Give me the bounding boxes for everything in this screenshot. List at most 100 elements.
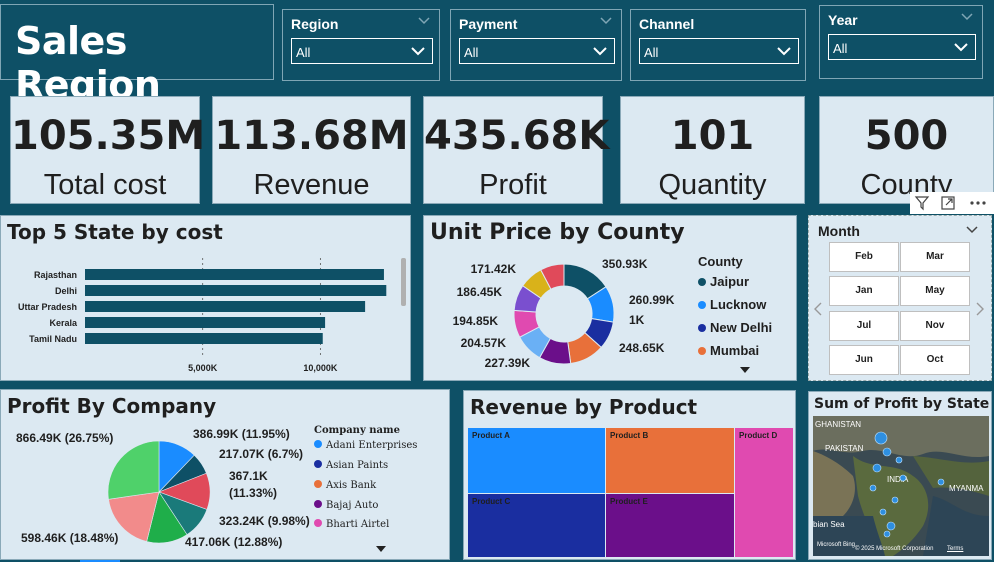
kpi-total-cost: 105.35M Total cost xyxy=(10,96,206,204)
legend-item[interactable]: Bajaj Auto xyxy=(314,500,378,511)
map-label: PAKISTAN xyxy=(825,444,864,453)
payment-select[interactable]: All xyxy=(459,38,615,64)
legend-item[interactable]: Adani Enterprises xyxy=(314,440,417,451)
map-copyright: © 2025 Microsoft Corporation xyxy=(855,546,934,552)
kpi-value: 101 xyxy=(670,113,755,159)
map-panel: Sum of Profit by State GHANISTAN PAKISTA… xyxy=(808,391,992,560)
filter-label: Region xyxy=(291,16,339,32)
chevron-down-icon xyxy=(954,43,968,52)
data-label: 417.06K (12.88%) xyxy=(185,535,282,549)
month-button[interactable]: Jan xyxy=(829,276,899,306)
page-title: Sales Region xyxy=(15,19,161,107)
data-label: 217.07K (6.7%) xyxy=(219,447,303,461)
scrollbar[interactable] xyxy=(401,258,406,306)
kpi-county: 500 County xyxy=(819,96,994,204)
y-tick-label: Tamil Nadu xyxy=(29,334,77,344)
month-button[interactable]: Mar xyxy=(900,242,970,272)
pie-slice[interactable] xyxy=(108,491,160,542)
kpi-value: 500 xyxy=(864,113,949,159)
month-button[interactable]: Jun xyxy=(829,345,899,375)
legend-title: County xyxy=(698,254,743,269)
bar-chart: 5,000K 10,000K Rajasthan Delhi Uttar Pradesh… xyxy=(18,258,387,373)
region-select[interactable]: All xyxy=(291,38,433,64)
filter-payment[interactable]: Payment All xyxy=(450,9,622,81)
data-label: 204.57K xyxy=(461,336,507,350)
bar[interactable] xyxy=(85,333,323,344)
legend-dot xyxy=(698,347,706,355)
legend-dot xyxy=(314,440,322,448)
legend-dot xyxy=(314,519,322,527)
kpi-value: 435.68K xyxy=(424,113,610,159)
month-button[interactable]: May xyxy=(900,276,970,306)
legend-item[interactable]: Jaipur xyxy=(698,274,749,289)
legend-item[interactable]: Mumbai xyxy=(698,343,759,358)
x-tick-label: 5,000K xyxy=(188,363,218,373)
legend-scroll-down-icon[interactable] xyxy=(375,545,387,553)
focus-mode-icon[interactable] xyxy=(940,195,956,211)
data-label: 1K xyxy=(629,313,645,327)
kpi-value: 105.35M xyxy=(11,113,206,159)
more-options-icon[interactable] xyxy=(968,195,988,211)
chevron-down-icon[interactable] xyxy=(960,12,974,22)
map-bubbles xyxy=(869,431,945,538)
data-label: 227.39K xyxy=(485,356,531,370)
legend-dot xyxy=(314,500,322,508)
chevron-down-icon[interactable] xyxy=(965,225,979,235)
legend-item[interactable]: Bharti Airtel xyxy=(314,519,389,530)
chevron-left-icon[interactable] xyxy=(813,302,823,316)
legend-scroll-down-icon[interactable] xyxy=(739,366,751,374)
donut-chart: 350.93K 260.99K 1K 248.65K 227.39K 204.57K 194… xyxy=(453,257,675,370)
data-label: 866.49K (26.75%) xyxy=(16,431,113,445)
bar[interactable] xyxy=(85,285,387,296)
treemap-cell[interactable]: Product D xyxy=(735,428,793,557)
month-button[interactable]: Jul xyxy=(829,311,899,341)
bar[interactable] xyxy=(85,269,384,280)
y-tick-label: Uttar Pradesh xyxy=(18,302,77,312)
kpi-label: Total cost xyxy=(43,169,167,201)
kpi-revenue: 113.68M Revenue xyxy=(212,96,411,204)
pie-slice[interactable] xyxy=(107,440,160,500)
donut-slice[interactable] xyxy=(540,263,565,290)
kpi-label: Revenue xyxy=(253,169,370,201)
visual-header-toolbar xyxy=(910,192,994,214)
channel-select[interactable]: All xyxy=(639,38,799,64)
legend-item[interactable]: Asian Paints xyxy=(314,460,388,471)
treemap-cell[interactable]: Product E xyxy=(606,494,734,557)
month-button[interactable]: Oct xyxy=(900,345,970,375)
treemap-cell[interactable]: Product C xyxy=(468,494,605,557)
bar[interactable] xyxy=(85,317,326,328)
legend-item[interactable]: Axis Bank xyxy=(314,480,376,491)
filter-label: Year xyxy=(828,12,858,28)
chart-title: Unit Price by County xyxy=(430,220,685,245)
chart-title: Revenue by Product xyxy=(470,395,698,419)
legend-item[interactable]: New Delhi xyxy=(698,320,772,335)
filter-year[interactable]: Year All xyxy=(819,5,983,79)
filter-region[interactable]: Region All xyxy=(282,9,440,81)
filter-channel[interactable]: Channel All xyxy=(630,9,806,81)
month-slicer: Month Feb Mar Jan May Jul Nov Jun Oct xyxy=(808,215,992,381)
treemap-cell[interactable]: Product B xyxy=(606,428,734,493)
chevron-right-icon[interactable] xyxy=(975,302,985,316)
kpi-quantity: 101 Quantity xyxy=(620,96,805,204)
legend-dot xyxy=(698,324,706,332)
chevron-down-icon[interactable] xyxy=(417,16,431,26)
map-terms-link[interactable]: Terms xyxy=(947,546,964,552)
data-label: 367.1K xyxy=(229,469,268,483)
data-label: 598.46K (18.48%) xyxy=(21,531,118,545)
revenue-product-panel: Revenue by Product Product A Product B P… xyxy=(463,390,796,560)
legend-item[interactable]: Lucknow xyxy=(698,297,766,312)
data-label: 323.24K (9.98%) xyxy=(219,514,310,528)
month-button[interactable]: Feb xyxy=(829,242,899,272)
year-select[interactable]: All xyxy=(828,34,976,60)
chevron-down-icon[interactable] xyxy=(599,16,613,26)
month-button[interactable]: Nov xyxy=(900,311,970,341)
data-label: 350.93K xyxy=(602,257,648,271)
chevron-down-icon xyxy=(411,47,425,56)
x-tick-label: 10,000K xyxy=(303,363,338,373)
kpi-label: Profit xyxy=(479,169,547,201)
bar[interactable] xyxy=(85,301,366,312)
legend-dot xyxy=(698,301,706,309)
filter-icon[interactable] xyxy=(914,195,930,211)
map-canvas[interactable]: GHANISTAN PAKISTAN INDIA MYANMA bian Sea… xyxy=(813,416,989,556)
treemap-cell[interactable]: Product A xyxy=(468,428,605,493)
